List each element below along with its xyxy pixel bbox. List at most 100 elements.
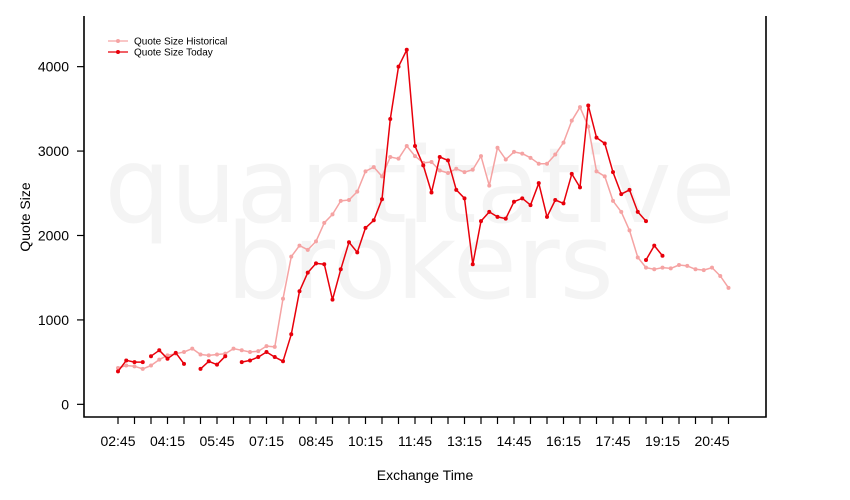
- data-point-1: [503, 216, 508, 221]
- data-point-1: [363, 225, 368, 230]
- data-point-0: [215, 352, 219, 357]
- data-point-1: [652, 243, 657, 248]
- data-point-1: [182, 361, 186, 366]
- data-point-1: [281, 359, 285, 364]
- watermark-line-2: brokers: [226, 201, 614, 323]
- data-point-0: [685, 263, 690, 268]
- data-point-0: [487, 183, 492, 188]
- data-point-0: [124, 363, 129, 368]
- data-point-0: [553, 152, 558, 157]
- data-point-0: [561, 140, 566, 145]
- data-point-1: [223, 354, 228, 359]
- data-point-0: [281, 296, 285, 301]
- data-point-1: [569, 171, 574, 176]
- data-point-0: [149, 363, 153, 368]
- data-point-1: [446, 158, 450, 163]
- data-point-1: [322, 262, 327, 267]
- data-point-1: [380, 197, 384, 202]
- data-point-1: [479, 219, 483, 224]
- data-point-0: [503, 157, 508, 162]
- data-point-0: [660, 265, 665, 270]
- data-point-1: [124, 358, 129, 363]
- data-point-1: [371, 218, 376, 223]
- data-point-1: [116, 369, 120, 374]
- legend-marker-historical: [116, 39, 120, 43]
- data-point-1: [413, 144, 417, 149]
- x-tick-label: 11:45: [398, 433, 432, 449]
- data-point-1: [165, 356, 170, 361]
- data-point-1: [239, 360, 244, 365]
- data-point-1: [314, 261, 318, 266]
- data-point-0: [413, 154, 417, 159]
- data-point-0: [437, 168, 442, 173]
- data-point-0: [726, 285, 731, 290]
- legend-label-today: Quote Size Today: [134, 48, 213, 59]
- plot-frame: [83, 16, 767, 418]
- x-tick-label: 16:15: [546, 433, 581, 449]
- data-point-1: [173, 350, 178, 355]
- data-point-1: [404, 47, 409, 52]
- data-point-0: [479, 154, 483, 159]
- series-layer: [116, 47, 731, 374]
- data-point-0: [578, 105, 582, 110]
- data-point-1: [627, 187, 632, 192]
- data-point-0: [371, 165, 376, 170]
- data-point-0: [611, 198, 615, 203]
- data-point-1: [388, 116, 393, 121]
- data-point-0: [272, 344, 277, 349]
- data-point-0: [289, 254, 294, 259]
- data-point-0: [140, 366, 145, 371]
- data-point-1: [140, 360, 145, 365]
- data-point-0: [545, 161, 549, 166]
- data-point-0: [619, 209, 624, 214]
- data-point-1: [644, 257, 648, 262]
- data-point-0: [635, 255, 640, 260]
- data-point-1: [206, 359, 211, 364]
- data-point-1: [520, 196, 525, 201]
- data-point-1: [272, 355, 277, 360]
- data-point-0: [528, 155, 533, 160]
- data-point-1: [561, 201, 566, 206]
- data-point-1: [578, 185, 582, 190]
- data-point-0: [297, 243, 302, 248]
- y-tick-label: 1000: [38, 312, 69, 328]
- data-point-0: [429, 160, 434, 165]
- data-point-1: [495, 214, 500, 219]
- data-point-0: [347, 198, 351, 203]
- x-tick-label: 13:15: [447, 433, 482, 449]
- x-tick-label: 20:45: [694, 433, 729, 449]
- data-point-1: [355, 250, 360, 255]
- legend-marker-today: [116, 50, 120, 54]
- data-point-0: [132, 364, 137, 369]
- data-point-1: [619, 192, 624, 197]
- data-point-0: [602, 174, 607, 179]
- data-point-1: [330, 297, 335, 302]
- data-point-0: [198, 352, 203, 357]
- data-point-1: [660, 253, 665, 258]
- data-point-1: [198, 366, 203, 371]
- data-point-1: [602, 141, 607, 146]
- data-point-0: [165, 353, 170, 358]
- x-tick-label: 05:45: [199, 433, 234, 449]
- data-point-0: [305, 247, 310, 252]
- series-line-1: [241, 49, 647, 363]
- data-point-0: [338, 198, 343, 203]
- data-point-1: [396, 64, 401, 69]
- data-point-0: [693, 267, 698, 272]
- data-point-1: [215, 362, 219, 367]
- data-point-1: [149, 354, 153, 359]
- series-line-1: [199, 355, 226, 370]
- x-tick-label: 17:45: [595, 433, 630, 449]
- data-point-1: [289, 332, 294, 337]
- data-point-0: [322, 220, 327, 225]
- data-point-1: [421, 163, 426, 168]
- x-tick-label: 07:15: [249, 433, 284, 449]
- data-point-0: [470, 167, 475, 172]
- data-point-0: [231, 346, 236, 351]
- data-point-1: [256, 355, 261, 360]
- y-axis: 0 1000 2000 3000 4000: [38, 59, 84, 412]
- data-point-0: [264, 344, 269, 349]
- data-point-0: [627, 228, 632, 233]
- data-point-1: [157, 348, 162, 353]
